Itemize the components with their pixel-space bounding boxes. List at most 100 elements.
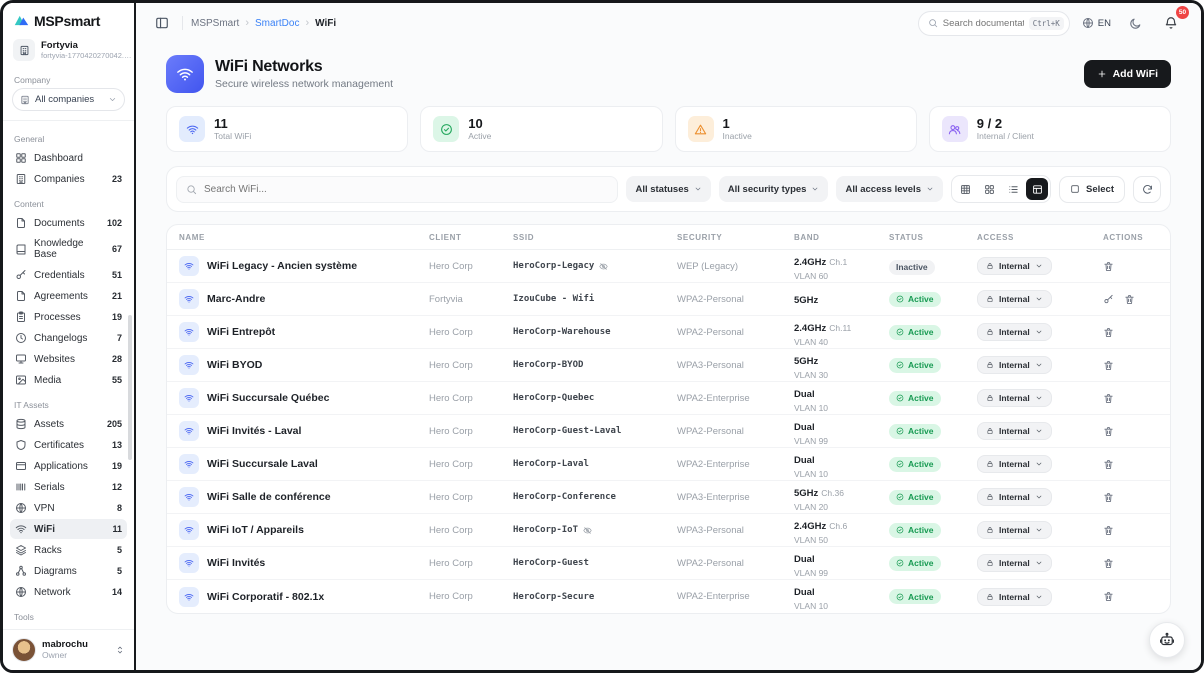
breadcrumb-link-smartdoc[interactable]: SmartDoc [255,17,300,29]
filter-all-statuses[interactable]: All statuses [626,176,711,202]
sidebar-item-racks[interactable]: Racks 5 [10,540,127,560]
assistant-fab[interactable] [1149,622,1185,658]
delete-button[interactable] [1103,426,1114,437]
table-row[interactable]: WiFi Invités Hero Corp HeroCorp-Guest WPA2-… [167,547,1170,580]
sidebar-item-media[interactable]: Media 55 [10,370,127,390]
avatar [12,638,36,662]
view-grid3-button[interactable] [954,178,976,200]
sidebar-item-count: 19 [111,461,122,471]
wifi-row-icon [179,388,199,408]
wifi-search[interactable] [176,175,619,203]
access-dropdown[interactable]: Internal [977,356,1052,374]
access-dropdown[interactable]: Internal [977,290,1052,308]
sidebar-item-credentials[interactable]: Credentials 51 [10,265,127,285]
view-table-button[interactable] [1026,178,1048,200]
notification-badge: 50 [1176,6,1189,19]
delete-button[interactable] [1103,525,1114,536]
sidebar-item-assets[interactable]: Assets 205 [10,414,127,434]
sidebar-item-websites[interactable]: Websites 28 [10,349,127,369]
access-dropdown[interactable]: Internal [977,521,1052,539]
status-badge: Active [889,357,941,373]
sidebar-item-diagrams[interactable]: Diagrams 5 [10,561,127,581]
sidebar-item-dashboard[interactable]: Dashboard [10,148,127,168]
access-dropdown[interactable]: Internal [977,422,1052,440]
sidebar-item-processes[interactable]: Processes 19 [10,307,127,327]
table-view-icon [1032,184,1043,195]
check-icon [896,526,904,534]
delete-button[interactable] [1103,558,1114,569]
delete-button[interactable] [1103,459,1114,470]
company-select[interactable]: All companies [12,88,125,111]
cell-ssid: HeroCorp-Conference [513,492,677,502]
access-dropdown[interactable]: Internal [977,587,1052,606]
table-row[interactable]: WiFi Invités - Laval Hero Corp HeroCorp-Gu… [167,415,1170,448]
table-row[interactable]: WiFi IoT / Appareils Hero Corp HeroCorp-Io… [167,514,1170,547]
refresh-button[interactable] [1133,175,1161,203]
access-label: Internal [999,294,1030,304]
sidebar-item-network[interactable]: Network 14 [10,582,127,602]
access-dropdown[interactable]: Internal [977,323,1052,341]
delete-button[interactable] [1103,261,1114,272]
band-value: Dual [794,587,815,598]
global-search[interactable]: Ctrl+K [917,10,1070,36]
access-dropdown[interactable]: Internal [977,389,1052,407]
access-dropdown[interactable]: Internal [977,554,1052,572]
column-header-access: Access [977,232,1014,242]
theme-toggle-button[interactable] [1123,11,1147,35]
view-grid2-button[interactable] [978,178,1000,200]
select-button[interactable]: Select [1059,175,1125,203]
delete-button[interactable] [1103,327,1114,338]
table-row[interactable]: WiFi Succursale Laval Hero Corp HeroCorp-L… [167,448,1170,481]
trash-icon [1103,591,1114,602]
shortcut-badge: Ctrl+K [1028,16,1064,30]
table-row[interactable]: WiFi BYOD Hero Corp HeroCorp-BYOD WPA3-Pers… [167,349,1170,382]
access-dropdown[interactable]: Internal [977,257,1052,275]
cell-name: WiFi Salle de conférence [179,487,429,507]
breadcrumb-root[interactable]: MSPSmart [191,17,240,29]
access-dropdown[interactable]: Internal [977,488,1052,506]
sidebar-item-certificates[interactable]: Certificates 13 [10,435,127,455]
table-row[interactable]: WiFi Corporatif - 802.1x Hero Corp HeroCor… [167,580,1170,613]
clock-icon [15,332,27,344]
table-row[interactable]: WiFi Salle de conférence Hero Corp HeroCor… [167,481,1170,514]
filter-all-access-levels[interactable]: All access levels [836,176,943,202]
language-switcher[interactable]: EN [1082,17,1111,29]
sidebar-item-companies[interactable]: Companies 23 [10,169,127,189]
eye-off-icon [583,526,592,535]
sidebar-item-changelogs[interactable]: Changelogs 7 [10,328,127,348]
credentials-action-button[interactable] [1103,294,1114,305]
sidebar-scrollbar[interactable] [128,315,132,460]
sidebar-item-agreements[interactable]: Agreements 21 [10,286,127,306]
sidebar-item-knowledge-base[interactable]: Knowledge Base 67 [10,234,127,264]
table-row[interactable]: WiFi Entrepôt Hero Corp HeroCorp-Warehouse… [167,316,1170,349]
delete-button[interactable] [1103,360,1114,371]
delete-button[interactable] [1124,294,1135,305]
access-dropdown[interactable]: Internal [977,455,1052,473]
workspace-switcher[interactable]: Fortyvia fortyvia-1770420270042.mspsm... [3,35,134,69]
add-wifi-button[interactable]: Add WiFi [1083,60,1171,88]
shield-icon [15,439,27,451]
view-list-button[interactable] [1002,178,1024,200]
table-row[interactable]: WiFi Legacy - Ancien système Hero Corp Her… [167,250,1170,283]
delete-button[interactable] [1103,492,1114,503]
filter-all-security-types[interactable]: All security types [718,176,829,202]
cell-access: Internal [977,422,1103,440]
sidebar-item-wifi[interactable]: WiFi 11 [10,519,127,539]
stat-card-total-wifi: 11 Total WiFi [166,106,409,152]
sidebar-item-vpn[interactable]: VPN 8 [10,498,127,518]
user-menu[interactable]: mabrochu Owner [3,629,134,670]
wifi-search-input[interactable] [204,183,609,195]
robot-icon [1158,631,1176,649]
sidebar-item-applications[interactable]: Applications 19 [10,456,127,476]
global-search-input[interactable] [942,17,1024,29]
wifi-icon [186,123,199,136]
delete-button[interactable] [1103,393,1114,404]
table-row[interactable]: WiFi Succursale Québec Hero Corp HeroCorp-… [167,382,1170,415]
sidebar-toggle-button[interactable] [150,11,174,35]
sidebar-item-serials[interactable]: Serials 12 [10,477,127,497]
delete-button[interactable] [1103,591,1114,602]
logo[interactable]: MSPsmart [3,3,134,35]
sidebar-item-documents[interactable]: Documents 102 [10,213,127,233]
cell-status: Active [889,290,977,308]
table-row[interactable]: Marc-Andre Fortyvia IzouCube - Wifi WPA2-Pe… [167,283,1170,316]
